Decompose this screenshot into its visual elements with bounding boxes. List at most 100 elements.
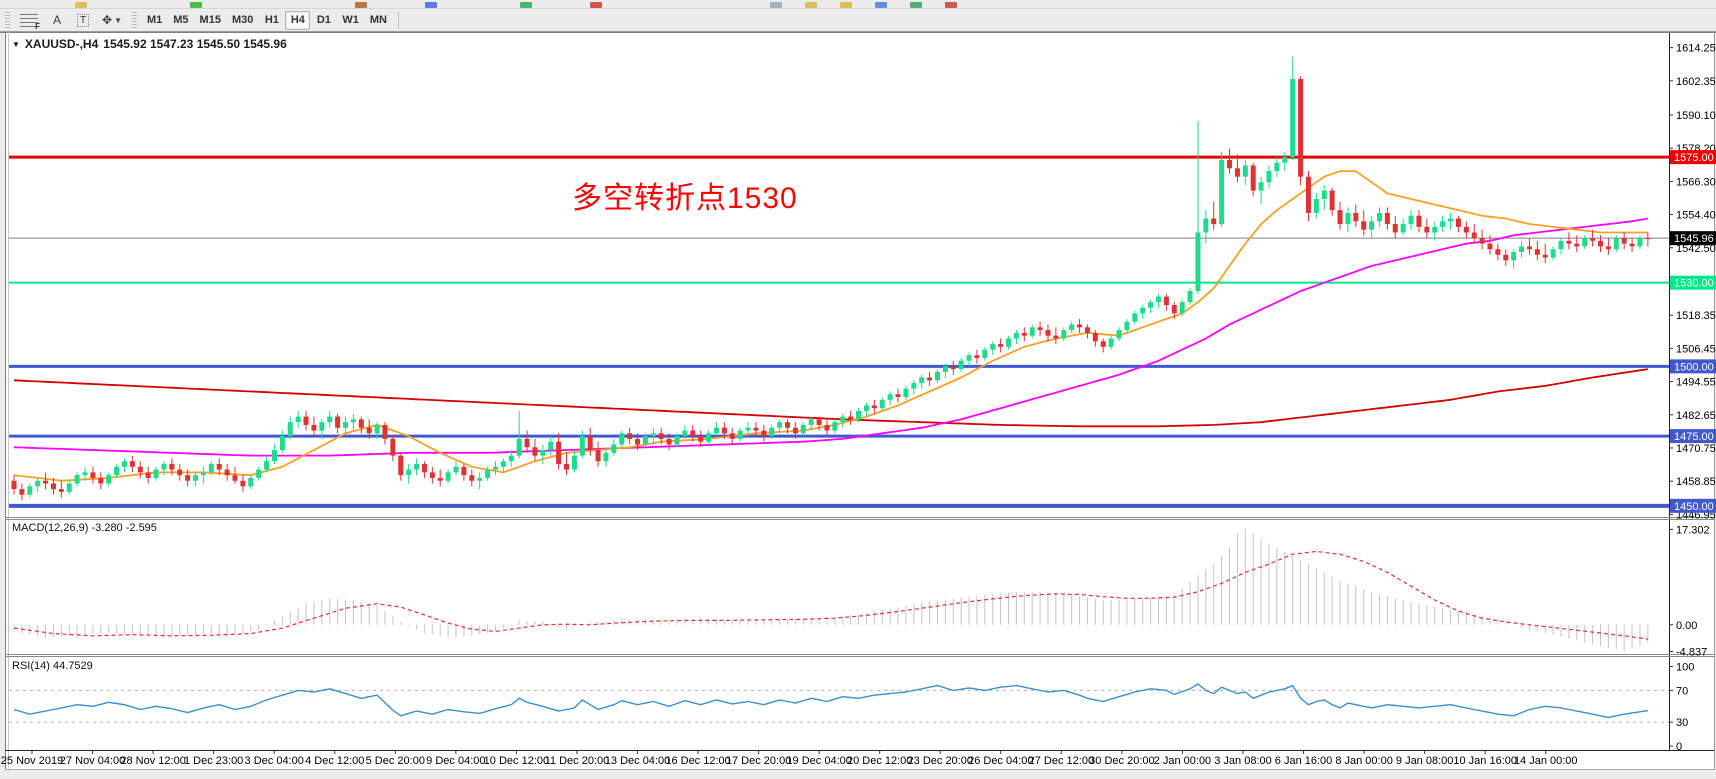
price-scale[interactable]: 1614.251602.351590.101578.201566.301554.… [1669, 43, 1716, 522]
candle-body [169, 463, 175, 470]
candle-body [1274, 162, 1280, 172]
candle-body [1069, 324, 1075, 331]
candle-body [785, 422, 791, 428]
candle-body [161, 463, 167, 470]
candle-body [1479, 238, 1485, 244]
symbol-label: XAUUSD-,H4 [24, 37, 99, 51]
candle-body [674, 436, 680, 445]
candle-body [1550, 249, 1556, 258]
timeframe-button-H1[interactable]: H1 [259, 11, 284, 30]
time-tick-label: 11 Dec 20:00 [545, 755, 610, 767]
candle-body [1124, 321, 1130, 331]
timeframe-button-M15[interactable]: M15 [195, 11, 226, 30]
candle-body [548, 441, 554, 451]
candle-body [177, 469, 183, 476]
price-tick-label: 1494.55 [1676, 377, 1716, 389]
toolbar-grip-icon[interactable] [5, 12, 10, 28]
candle-body [1542, 254, 1548, 258]
chevron-down-icon[interactable]: ▼ [12, 39, 20, 49]
macd-signal-line [13, 550, 1648, 640]
candle-body [848, 416, 854, 420]
candle-body [1511, 251, 1517, 261]
candle-body [895, 394, 901, 398]
candle-body [1148, 302, 1154, 308]
candle-body [295, 416, 301, 423]
arrows-icon: ✥ [102, 13, 113, 27]
clipped-icon [805, 2, 817, 8]
clipped-icon [840, 2, 852, 8]
svg-text:1450.00: 1450.00 [1674, 501, 1714, 513]
candle-body [90, 472, 96, 478]
timeframe-button-M1[interactable]: M1 [142, 11, 167, 30]
candle-body [66, 483, 72, 492]
candle-body [200, 472, 206, 476]
label-tool-button[interactable]: T [71, 11, 95, 30]
candle-body [421, 463, 427, 473]
time-tick-label: 4 Dec 12:00 [305, 755, 364, 767]
candle-body [1376, 212, 1382, 222]
candlesticks-layer [11, 56, 1651, 501]
toolbar-grip-icon[interactable] [131, 12, 137, 28]
candle-body [840, 416, 846, 423]
fibonacci-tool-button[interactable]: F [15, 11, 43, 31]
candle-body [343, 422, 349, 428]
candle-body [816, 419, 822, 425]
candle-body [1045, 330, 1051, 336]
symbol-quote-line[interactable]: ▼ XAUUSD-,H4 1545.92 1547.23 1545.50 154… [12, 37, 287, 51]
candle-body [106, 475, 112, 484]
candle-body [903, 388, 909, 398]
candle-body [919, 377, 925, 384]
price-tick-label: 1458.85 [1676, 476, 1716, 488]
candle-body [690, 430, 696, 437]
candle-body [1211, 218, 1217, 225]
candle-body [1353, 212, 1359, 222]
candle-body [595, 450, 601, 462]
candle-body [327, 416, 333, 423]
timeframe-button-W1[interactable]: W1 [337, 11, 364, 30]
candle-body [1290, 79, 1296, 158]
candle-body [1084, 327, 1090, 333]
timeframe-button-H4[interactable]: H4 [285, 10, 311, 30]
candle-body [477, 477, 483, 481]
timeframe-button-M30[interactable]: M30 [227, 11, 258, 30]
candle-body [1155, 296, 1161, 303]
price-tick-label: 1614.25 [1676, 43, 1716, 55]
candle-body [808, 419, 814, 425]
candle-body [666, 438, 672, 445]
candle-body [1574, 243, 1580, 247]
time-tick-label: 28 Nov 12:00 [120, 755, 185, 767]
candle-body [390, 438, 396, 456]
clipped-icon [945, 2, 957, 8]
candle-body [990, 344, 996, 350]
candle-body [950, 366, 956, 370]
clipped-icon [910, 2, 922, 8]
candle-body [540, 450, 546, 456]
candle-body [1313, 198, 1319, 213]
rsi-line [13, 683, 1649, 719]
time-tick-label: 26 Dec 04:00 [968, 755, 1033, 767]
time-tick-label: 10 Dec 12:00 [484, 755, 549, 767]
timeframe-button-MN[interactable]: MN [365, 11, 392, 30]
time-tick-label: 13 Dec 04:00 [605, 755, 670, 767]
candle-body [437, 477, 443, 481]
indicator-scales[interactable]: 17.302 0.00 -4.837 100 70 30 0 [1669, 524, 1710, 753]
timeframe-button-M5[interactable]: M5 [168, 11, 193, 30]
clipped-icon [875, 2, 887, 8]
time-tick-label: 9 Dec 04:00 [426, 755, 485, 767]
candle-body [1400, 224, 1406, 233]
candle-body [1558, 240, 1564, 250]
label-icon: T [76, 13, 90, 27]
candle-body [1361, 221, 1367, 230]
text-tool-button[interactable]: A [45, 11, 69, 30]
clipped-icon [355, 2, 367, 8]
candle-body [579, 436, 585, 456]
timeframe-button-D1[interactable]: D1 [311, 11, 336, 30]
time-tick-label: 9 Jan 08:00 [1396, 755, 1454, 767]
arrows-tool-button[interactable]: ✥ ▼ [97, 11, 127, 30]
toolbar-strip-clipped [0, 0, 1716, 9]
candle-body [745, 427, 751, 431]
candle-body [721, 427, 727, 434]
